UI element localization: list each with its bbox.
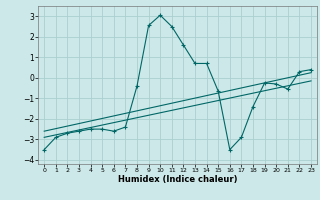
X-axis label: Humidex (Indice chaleur): Humidex (Indice chaleur) (118, 175, 237, 184)
